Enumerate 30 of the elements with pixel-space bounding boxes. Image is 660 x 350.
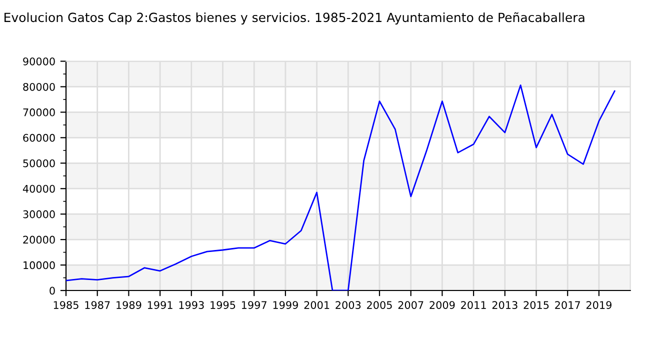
line-series xyxy=(66,84,616,290)
x-tick-label: 1999 xyxy=(273,301,298,309)
x-tick-label: 2013 xyxy=(492,301,518,309)
x-tick-label: 2003 xyxy=(336,301,361,309)
x-tick-label: 2017 xyxy=(555,301,580,309)
y-tick-label: 60000 xyxy=(23,134,55,142)
x-tick-label: 2015 xyxy=(524,301,549,309)
y-tick-label: 90000 xyxy=(23,57,55,66)
y-tick-label: 0 xyxy=(50,286,55,295)
x-tick-label: 2019 xyxy=(586,301,612,309)
x-tick-label: 1997 xyxy=(242,301,266,309)
x-tick-label: 1995 xyxy=(210,301,236,309)
x-tick-label: 2005 xyxy=(367,301,392,309)
y-tick-label: 70000 xyxy=(23,108,55,116)
x-tick-label: 2009 xyxy=(430,301,455,309)
x-tick-label: 1985 xyxy=(54,301,78,309)
x-tick-label: 1993 xyxy=(179,301,204,309)
y-tick-label: 10000 xyxy=(24,261,55,270)
y-tick-label: 80000 xyxy=(23,82,55,91)
x-tick-label: 2001 xyxy=(304,301,330,309)
x-tick-label: 1989 xyxy=(116,301,142,309)
x-tick-label: 1991 xyxy=(148,301,172,309)
y-tick-label: 50000 xyxy=(23,159,55,168)
x-tick-label: 2011 xyxy=(461,301,486,309)
y-tick-label: 40000 xyxy=(22,184,55,193)
y-tick-label: 30000 xyxy=(23,210,55,218)
y-tick-label: 20000 xyxy=(23,236,55,244)
x-tick-label: 1987 xyxy=(85,301,110,309)
chart-title: Evolucion Gatos Cap 2:Gastos bienes y servicios. 1985-2021 Ayuntamiento de Peñacaballera xyxy=(4,12,584,25)
x-tick-label: 2007 xyxy=(398,301,424,309)
